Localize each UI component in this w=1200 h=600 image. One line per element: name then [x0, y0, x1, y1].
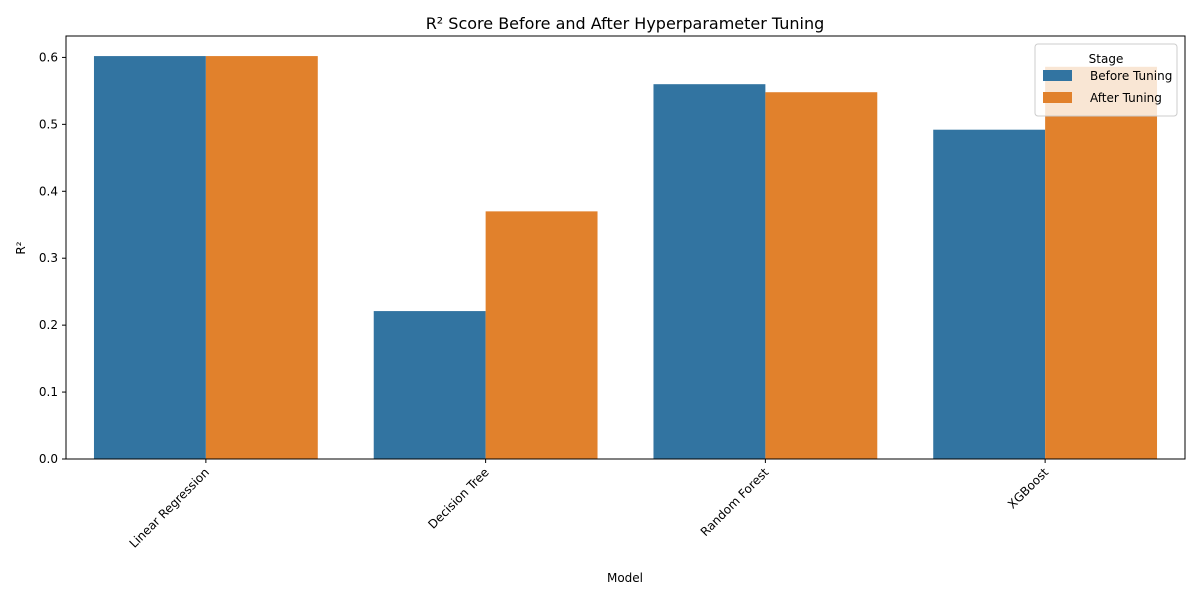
legend: Stage Before Tuning After Tuning [1034, 43, 1178, 117]
chart-title: R² Score Before and After Hyperparameter… [426, 14, 825, 33]
bar-decision-tree-before-tuning [373, 311, 486, 459]
x-tick-label: Decision Tree [425, 465, 491, 531]
legend-label-before-tuning: Before Tuning [1090, 69, 1172, 83]
bar-random-forest-after-tuning [765, 92, 878, 459]
bar-linear-regression-after-tuning [205, 56, 318, 459]
x-tick-label: XGBoost [1005, 465, 1051, 511]
bar-decision-tree-after-tuning [485, 211, 598, 459]
bars-group [93, 56, 1158, 459]
legend-label-after-tuning: After Tuning [1090, 91, 1162, 105]
legend-title: Stage [1089, 52, 1124, 66]
y-axis-label: R² [14, 241, 28, 254]
x-axis-label: Model [607, 571, 643, 585]
x-tick-label: Linear Regression [127, 465, 212, 550]
legend-swatch-after-tuning [1043, 92, 1072, 103]
bar-xgboost-before-tuning [933, 129, 1046, 459]
y-tick-label: 0.5 [39, 117, 58, 131]
x-tick-label: Random Forest [698, 465, 772, 539]
bar-xgboost-after-tuning [1045, 66, 1158, 459]
y-axis-ticks: 0.0 0.1 0.2 0.3 0.4 0.5 0.6 [39, 50, 66, 466]
plot-frame [65, 35, 1186, 460]
y-tick-label: 0.1 [39, 385, 58, 399]
y-tick-label: 0.0 [39, 452, 58, 466]
y-tick-label: 0.2 [39, 318, 58, 332]
bar-linear-regression-before-tuning [93, 56, 206, 459]
y-tick-label: 0.4 [39, 184, 58, 198]
bar-random-forest-before-tuning [653, 84, 766, 459]
y-tick-label: 0.3 [39, 251, 58, 265]
legend-swatch-before-tuning [1043, 70, 1072, 81]
y-tick-label: 0.6 [39, 50, 58, 64]
x-axis-ticks: Linear Regression Decision Tree Random For… [127, 459, 1051, 551]
